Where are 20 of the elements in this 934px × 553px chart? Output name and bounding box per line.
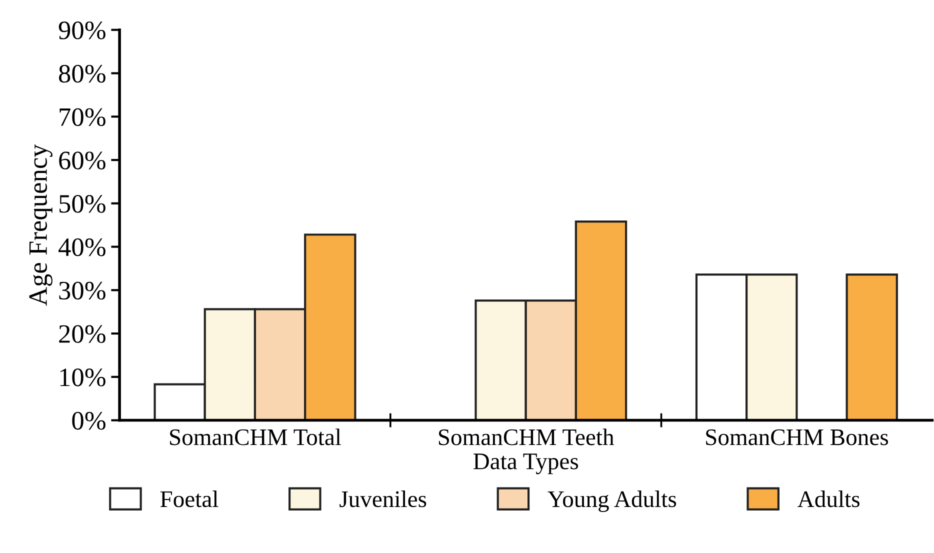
y-axis-title: Age Frequency bbox=[29, 144, 52, 306]
legend-label: Young Adults bbox=[548, 490, 676, 512]
legend-label: Foetal bbox=[160, 490, 218, 508]
x-tick-label: SomanCHM Bones bbox=[706, 429, 888, 446]
y-tick-label: 20% bbox=[59, 325, 106, 344]
x-tick-label: SomanCHM Total bbox=[170, 428, 342, 446]
y-tick-label: 40% bbox=[58, 238, 106, 256]
y-tick-label: 60% bbox=[59, 152, 106, 170]
y-tick-label: 10% bbox=[60, 368, 106, 386]
bar bbox=[846, 273, 898, 420]
y-tick-label: 80% bbox=[58, 64, 106, 83]
y-tick-label: 30% bbox=[59, 282, 106, 300]
y-tick-label: 0% bbox=[72, 412, 106, 430]
y-tick-label: 90% bbox=[58, 21, 106, 40]
x-axis-title: Data Types bbox=[473, 454, 578, 474]
legend-label: Juveniles bbox=[340, 490, 426, 508]
x-tick-label: SomanCHM Teeth bbox=[438, 428, 614, 446]
legend-label: Adults bbox=[798, 490, 860, 508]
y-tick-label: 70% bbox=[60, 108, 106, 126]
y-tick-label: 50% bbox=[60, 194, 106, 213]
